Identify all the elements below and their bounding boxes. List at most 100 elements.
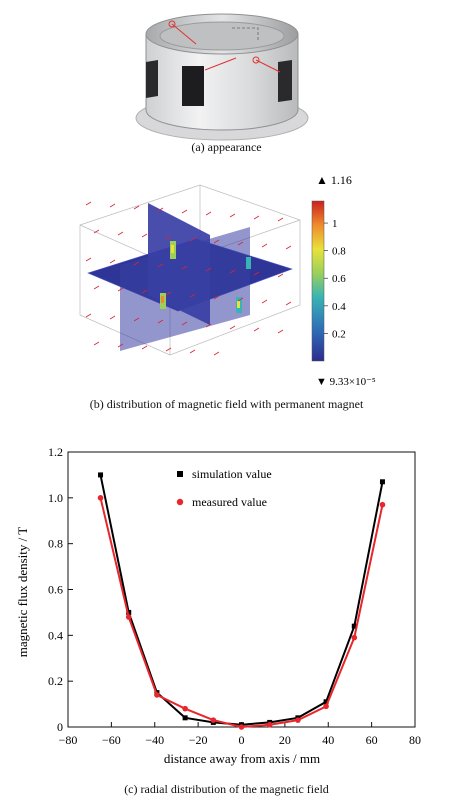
field-arrow [93, 341, 100, 346]
caption-c: (c) radial distribution of the magnetic … [124, 782, 329, 796]
field-vector-arrows [85, 201, 292, 356]
magnet-block-front [182, 66, 204, 106]
magnet-block-left [146, 60, 158, 98]
x-axis-ticks: −80 −60 −40 −20 0 20 40 60 80 [59, 722, 421, 747]
field-arrow [213, 239, 220, 244]
y-axis-label: magnetic flux density / T [15, 527, 30, 658]
field-arrow [189, 293, 196, 298]
colorbar-ticks: 1 0.8 0.6 0.4 0.2 [324, 218, 346, 340]
field-arrow [213, 351, 220, 356]
field-arrow [261, 243, 268, 248]
field-arrow [109, 259, 116, 264]
colorbar-tick-label: 0.6 [332, 273, 346, 285]
caption-a: (a) appearance [191, 140, 262, 154]
colorbar-max-label: ▲ 1.16 [316, 173, 352, 187]
legend-marker-square [177, 471, 183, 477]
data-point-square [182, 715, 188, 721]
data-series [97, 472, 386, 730]
y-tick-label: 0 [57, 720, 63, 734]
y-axis-ticks: 0 0.2 0.4 0.6 0.8 1.0 1.2 [48, 445, 73, 734]
field-arrow [133, 205, 140, 210]
data-point-circle [351, 634, 358, 641]
radial-distribution-panel: −80 −60 −40 −20 0 20 40 60 80 0 0.2 0.4 0.6 0.8 1.0 1.… [0, 420, 453, 805]
x-tick-label: 80 [409, 733, 421, 747]
field-arrow [165, 235, 172, 240]
field-arrow [141, 345, 148, 350]
radial-distribution-chart: −80 −60 −40 −20 0 20 40 60 80 0 0.2 0.4 0.6 0.8 1.0 1.… [15, 445, 421, 766]
field-arrow [85, 201, 92, 206]
data-point-square [126, 609, 132, 615]
data-point-square [98, 472, 104, 478]
field-arrow [109, 203, 116, 208]
field-arrow [133, 261, 140, 266]
x-tick-label: 0 [239, 733, 245, 747]
field-arrow [117, 343, 124, 348]
field-arrow [141, 289, 148, 294]
field-arrow [229, 213, 236, 218]
field-arrow [253, 327, 260, 332]
data-point-circle [125, 614, 132, 620]
field-arrow [213, 295, 220, 300]
field-arrow [277, 217, 284, 222]
series-line-0 [99, 474, 384, 726]
data-point-square [323, 699, 329, 705]
field-arrow [157, 207, 164, 212]
field-arrow [157, 319, 164, 324]
field-arrow [93, 229, 100, 234]
data-point-circle [323, 703, 329, 710]
field-arrow [205, 267, 212, 272]
caption-b: (b) distribution of magnetic field with … [89, 397, 364, 411]
x-tick-label: −20 [189, 733, 208, 747]
x-axis-label: distance away from axis / mm [164, 751, 320, 766]
data-point-circle [238, 724, 245, 730]
x-tick-label: −80 [59, 733, 78, 747]
field-arrow [205, 211, 212, 216]
legend-label: measured value [192, 495, 267, 509]
field-arrow [141, 233, 148, 238]
colorbar-min-label: ▼ 9.33×10⁻⁵ [316, 376, 376, 388]
field-arrow [277, 273, 284, 278]
y-tick-label: 0.8 [48, 537, 63, 551]
legend: simulation value measured value [176, 467, 272, 509]
legend-marker-circle [176, 498, 184, 506]
y-tick-label: 1.2 [48, 445, 63, 459]
data-point-circle [97, 495, 104, 501]
colorbar-tick-label: 1 [332, 218, 338, 230]
data-point-circle [182, 705, 188, 712]
field-arrow [285, 301, 292, 306]
data-point-circle [295, 717, 301, 723]
plot-frame [67, 451, 416, 728]
field-arrow [133, 317, 140, 322]
field-arrow [85, 313, 92, 318]
magnet-block-right [278, 60, 292, 102]
vertical-cut-plane-2 [120, 227, 250, 351]
x-tick-label: 60 [366, 733, 378, 747]
data-point-square [351, 623, 357, 629]
ring-device-illustration [135, 13, 309, 141]
colorbar-tick-label: 0.4 [332, 301, 346, 313]
field-arrow [181, 321, 188, 326]
data-point-circle [210, 717, 217, 723]
x-tick-label: 20 [279, 733, 291, 747]
legend-label: simulation value [192, 467, 272, 481]
y-tick-label: 0.2 [48, 674, 63, 688]
data-point-circle [154, 692, 160, 698]
data-point-square [379, 479, 385, 485]
magnet-hotspots [160, 241, 251, 313]
data-point-circle [266, 721, 273, 728]
colorbar-tick-label: 0.8 [332, 246, 346, 258]
appearance-panel [0, 0, 453, 160]
field-arrow [117, 287, 124, 292]
field-arrow [189, 237, 196, 242]
field-arrow [189, 349, 196, 354]
x-tick-label: −40 [145, 733, 164, 747]
field-arrow [285, 245, 292, 250]
field-arrow [253, 271, 260, 276]
field-arrow [237, 241, 244, 246]
field-arrow [261, 299, 268, 304]
field-arrow [165, 347, 172, 352]
field-arrow [181, 265, 188, 270]
x-tick-label: −60 [102, 733, 121, 747]
field-arrow [157, 263, 164, 268]
field-arrow [109, 315, 116, 320]
